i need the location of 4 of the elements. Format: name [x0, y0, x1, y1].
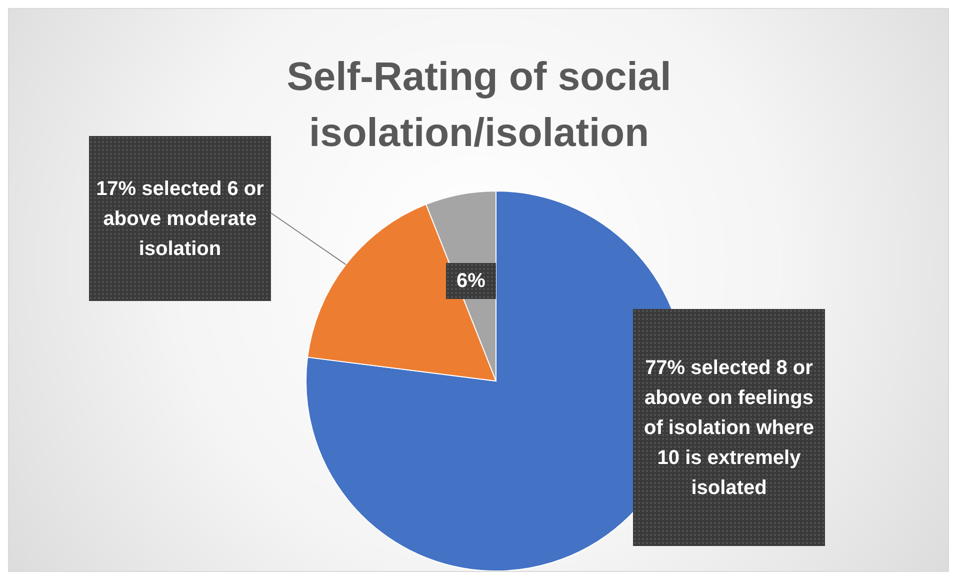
- data-label: 6%: [456, 269, 486, 294]
- chart-title: Self-Rating of social isolation/isolation: [286, 54, 672, 157]
- data-label: 17% selected 6 or above moderate isolation: [95, 176, 265, 262]
- data-label: 77% selected 8 or above on feelings of isolation where 10 is extremely isolated: [642, 356, 816, 500]
